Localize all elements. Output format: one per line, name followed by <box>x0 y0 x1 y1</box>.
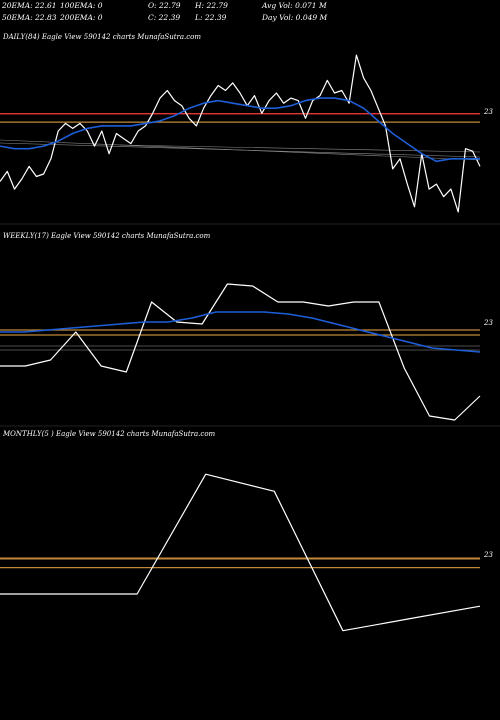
panel-monthly: MONTHLY(5 ) Eagle View 590142 charts Mun… <box>0 425 500 632</box>
stat-ema200: 200EMA: 0 <box>59 13 103 22</box>
y-tick-label: 23 <box>483 551 493 559</box>
panel-daily: DAILY(84) Eagle View 590142 charts Munaf… <box>0 33 493 213</box>
panel-title-monthly: MONTHLY(5 ) Eagle View 590142 charts Mun… <box>2 430 216 438</box>
ema-line-weekly <box>0 311 481 353</box>
panel-weekly: WEEKLY(17) Eagle View 590142 charts Muna… <box>0 223 500 421</box>
stat-avg-vol: Avg Vol: 0.071 M <box>261 1 327 10</box>
stat-ema100: 100EMA: 0 <box>60 1 103 10</box>
stat-day-vol: Day Vol: 0.049 M <box>261 13 328 22</box>
stat-ema50: 50EMA: 22.83 <box>2 13 57 22</box>
panel-title-daily: DAILY(84) Eagle View 590142 charts Munaf… <box>2 33 201 41</box>
ema-line-daily <box>0 97 480 163</box>
stat-close: C: 22.39 <box>148 13 180 22</box>
envelope-line <box>0 142 481 158</box>
y-tick-label: 23 <box>483 319 493 327</box>
stat-ema20: 20EMA: 22.61 <box>1 1 57 10</box>
stats-header: 20EMA: 22.61 100EMA: 0 O: 22.79 H: 22.79… <box>1 1 328 22</box>
stat-low: L: 22.39 <box>194 13 227 22</box>
ma-envelope <box>0 345 480 351</box>
price-line-daily <box>0 54 481 213</box>
stat-open: O: 22.79 <box>148 1 181 10</box>
price-line-monthly <box>0 473 481 632</box>
y-tick-label: 23 <box>483 108 493 116</box>
envelope-line <box>119 144 481 153</box>
ma-envelope <box>0 139 481 161</box>
chart-panels: DAILY(84) Eagle View 590142 charts Munaf… <box>0 33 500 632</box>
stat-high: H: 22.79 <box>194 1 228 10</box>
panel-title-weekly: WEEKLY(17) Eagle View 590142 charts Muna… <box>3 232 211 240</box>
price-line-weekly <box>0 283 481 421</box>
